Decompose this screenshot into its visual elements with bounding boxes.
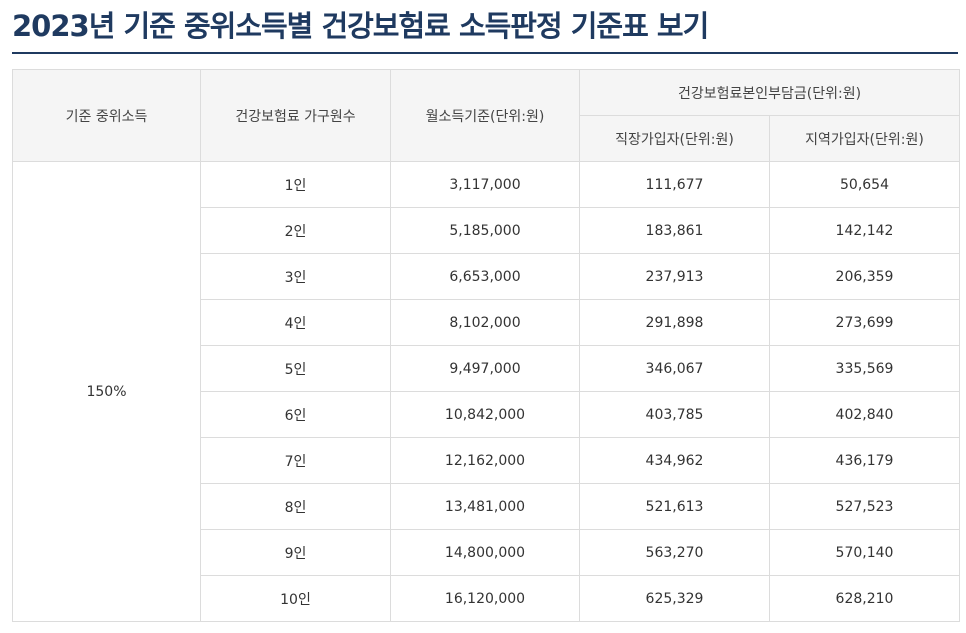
monthly-income-cell: 14,800,000: [390, 529, 580, 576]
table-row: 8인 13,481,000 521,613 527,523: [13, 483, 960, 530]
regional-premium-cell: 335,569: [769, 345, 960, 392]
employee-premium-cell: 183,861: [579, 207, 770, 254]
header-regional: 지역가입자(단위:원): [769, 115, 960, 162]
employee-premium-cell: 403,785: [579, 391, 770, 438]
table-row: 150% 1인 3,117,000 111,677 50,654: [12, 161, 960, 622]
household-cell: 10인: [200, 575, 391, 622]
monthly-income-cell: 16,120,000: [390, 575, 580, 622]
table-row: 9인 14,800,000 563,270 570,140: [13, 529, 960, 576]
regional-premium-cell: 273,699: [769, 299, 960, 346]
table-row: 10인 16,120,000 625,329 628,210: [13, 575, 960, 622]
header-median-income: 기준 중위소득: [12, 69, 201, 162]
monthly-income-cell: 12,162,000: [390, 437, 580, 484]
table-row: 2인 5,185,000 183,861 142,142: [13, 207, 960, 254]
employee-premium-cell: 434,962: [579, 437, 770, 484]
regional-premium-cell: 206,359: [769, 253, 960, 300]
header-household-size: 건강보험료 가구원수: [200, 69, 391, 162]
monthly-income-cell: 9,497,000: [390, 345, 580, 392]
household-cell: 2인: [200, 207, 391, 254]
monthly-income-cell: 6,653,000: [390, 253, 580, 300]
household-cell: 4인: [200, 299, 391, 346]
employee-premium-cell: 237,913: [579, 253, 770, 300]
header-employee: 직장가입자(단위:원): [579, 115, 770, 162]
monthly-income-cell: 5,185,000: [390, 207, 580, 254]
income-standard-table: 기준 중위소득 건강보험료 가구원수 월소득기준(단위:원) 건강보험료본인부담…: [12, 69, 960, 622]
household-cell: 7인: [200, 437, 391, 484]
table-row: 3인 6,653,000 237,913 206,359: [13, 253, 960, 300]
regional-premium-cell: 402,840: [769, 391, 960, 438]
household-cell: 8인: [200, 483, 391, 530]
header-monthly-income: 월소득기준(단위:원): [390, 69, 580, 162]
household-cell: 5인: [200, 345, 391, 392]
household-cell: 9인: [200, 529, 391, 576]
median-income-cell: 150%: [12, 161, 201, 622]
regional-premium-cell: 570,140: [769, 529, 960, 576]
monthly-income-cell: 13,481,000: [390, 483, 580, 530]
monthly-income-cell: 8,102,000: [390, 299, 580, 346]
table-row: 6인 10,842,000 403,785 402,840: [13, 391, 960, 438]
header-premium-group: 건강보험료본인부담금(단위:원): [579, 69, 960, 116]
page-title: 2023년 기준 중위소득별 건강보험료 소득판정 기준표 보기: [12, 9, 709, 43]
regional-premium-cell: 628,210: [769, 575, 960, 622]
household-cell: 3인: [200, 253, 391, 300]
title-divider: [12, 52, 958, 54]
monthly-income-cell: 3,117,000: [390, 161, 580, 208]
monthly-income-cell: 10,842,000: [390, 391, 580, 438]
regional-premium-cell: 50,654: [769, 161, 960, 208]
table-row: 7인 12,162,000 434,962 436,179: [13, 437, 960, 484]
regional-premium-cell: 527,523: [769, 483, 960, 530]
employee-premium-cell: 291,898: [579, 299, 770, 346]
table-row: 5인 9,497,000 346,067 335,569: [13, 345, 960, 392]
employee-premium-cell: 563,270: [579, 529, 770, 576]
regional-premium-cell: 142,142: [769, 207, 960, 254]
employee-premium-cell: 521,613: [579, 483, 770, 530]
table-row: 4인 8,102,000 291,898 273,699: [13, 299, 960, 346]
regional-premium-cell: 436,179: [769, 437, 960, 484]
household-cell: 6인: [200, 391, 391, 438]
employee-premium-cell: 625,329: [579, 575, 770, 622]
employee-premium-cell: 111,677: [579, 161, 770, 208]
household-cell: 1인: [200, 161, 391, 208]
employee-premium-cell: 346,067: [579, 345, 770, 392]
